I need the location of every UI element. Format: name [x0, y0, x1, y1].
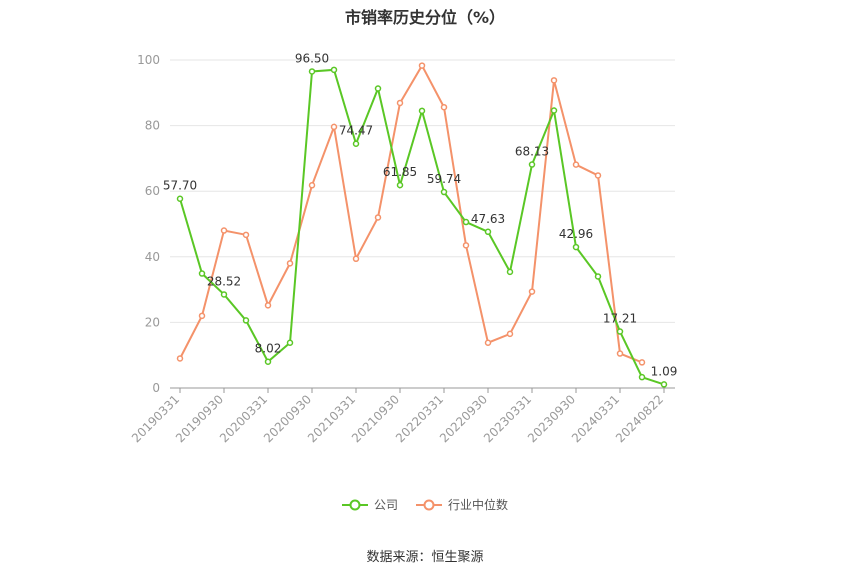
y-tick-label: 40 — [145, 250, 160, 264]
y-tick-label: 80 — [145, 119, 160, 133]
data-point[interactable] — [242, 317, 250, 324]
data-point[interactable] — [440, 103, 448, 111]
data-point[interactable] — [220, 291, 228, 298]
data-point[interactable] — [220, 227, 228, 234]
data-point[interactable] — [528, 288, 536, 295]
data-label: 17.21 — [603, 312, 637, 326]
data-point[interactable] — [616, 350, 624, 357]
chart-title: 市销率历史分位（%） — [344, 8, 506, 27]
data-point[interactable] — [484, 228, 492, 236]
data-point[interactable] — [594, 172, 602, 179]
y-tick-label: 0 — [152, 381, 160, 395]
data-point[interactable] — [528, 161, 536, 168]
data-point[interactable] — [506, 268, 514, 276]
data-point[interactable] — [572, 243, 580, 251]
data-point[interactable] — [264, 302, 272, 309]
data-point[interactable] — [176, 195, 184, 202]
legend: 公司 行业中位数 — [0, 496, 850, 513]
data-point[interactable] — [242, 231, 250, 239]
legend-item-company[interactable]: 公司 — [341, 496, 398, 513]
data-point[interactable] — [616, 328, 624, 335]
legend-marker-industry-median — [416, 499, 442, 510]
data-point[interactable] — [308, 68, 316, 75]
data-label: 74.47 — [339, 124, 373, 138]
data-point[interactable] — [352, 255, 360, 263]
data-point[interactable] — [374, 85, 382, 92]
data-point[interactable] — [418, 107, 426, 115]
data-point[interactable] — [418, 62, 426, 69]
data-label: 1.09 — [651, 364, 678, 378]
data-label: 8.02 — [255, 342, 282, 356]
y-tick-label: 60 — [145, 184, 160, 198]
data-label: 61.85 — [383, 165, 417, 179]
data-point[interactable] — [550, 107, 558, 114]
data-label: 96.50 — [295, 51, 329, 65]
data-point[interactable] — [638, 359, 646, 366]
legend-label-company: 公司 — [373, 498, 398, 512]
data-point[interactable] — [550, 77, 558, 84]
data-point[interactable] — [374, 214, 382, 221]
data-point[interactable] — [462, 218, 470, 226]
y-tick-label: 100 — [137, 53, 160, 67]
data-point[interactable] — [264, 358, 272, 365]
data-label: 57.70 — [163, 179, 197, 193]
data-point[interactable] — [660, 381, 668, 388]
legend-item-industry-median[interactable]: 行业中位数 — [416, 496, 508, 513]
line-chart: 0204060801002019033120190930202003312020… — [129, 51, 678, 445]
series-line-1 — [179, 63, 643, 364]
data-point[interactable] — [330, 123, 338, 131]
data-label: 42.96 — [559, 227, 593, 241]
y-tick-label: 20 — [145, 315, 160, 329]
data-label: 28.52 — [207, 274, 241, 288]
data-point[interactable] — [572, 161, 580, 168]
data-point[interactable] — [506, 330, 514, 338]
data-point[interactable] — [594, 273, 602, 280]
data-label: 47.63 — [471, 212, 505, 226]
data-point[interactable] — [330, 66, 338, 74]
data-label: 59.74 — [427, 172, 461, 186]
x-tick-label: 20240822 — [613, 392, 666, 445]
data-point[interactable] — [176, 355, 184, 362]
data-point[interactable] — [484, 339, 492, 346]
data-point[interactable] — [286, 339, 294, 346]
data-point[interactable] — [396, 181, 404, 189]
data-point[interactable] — [352, 140, 360, 147]
legend-marker-company — [341, 499, 368, 510]
data-point[interactable] — [440, 188, 448, 196]
data-point[interactable] — [286, 260, 294, 267]
data-source: 数据来源：恒生聚源 — [366, 550, 484, 565]
data-point[interactable] — [396, 99, 404, 107]
data-point[interactable] — [462, 242, 470, 249]
data-point[interactable] — [638, 373, 646, 381]
data-point[interactable] — [198, 312, 206, 320]
data-point[interactable] — [308, 182, 316, 189]
data-label: 68.13 — [515, 145, 549, 159]
data-point[interactable] — [198, 270, 206, 277]
legend-label-industry-median: 行业中位数 — [448, 498, 509, 512]
